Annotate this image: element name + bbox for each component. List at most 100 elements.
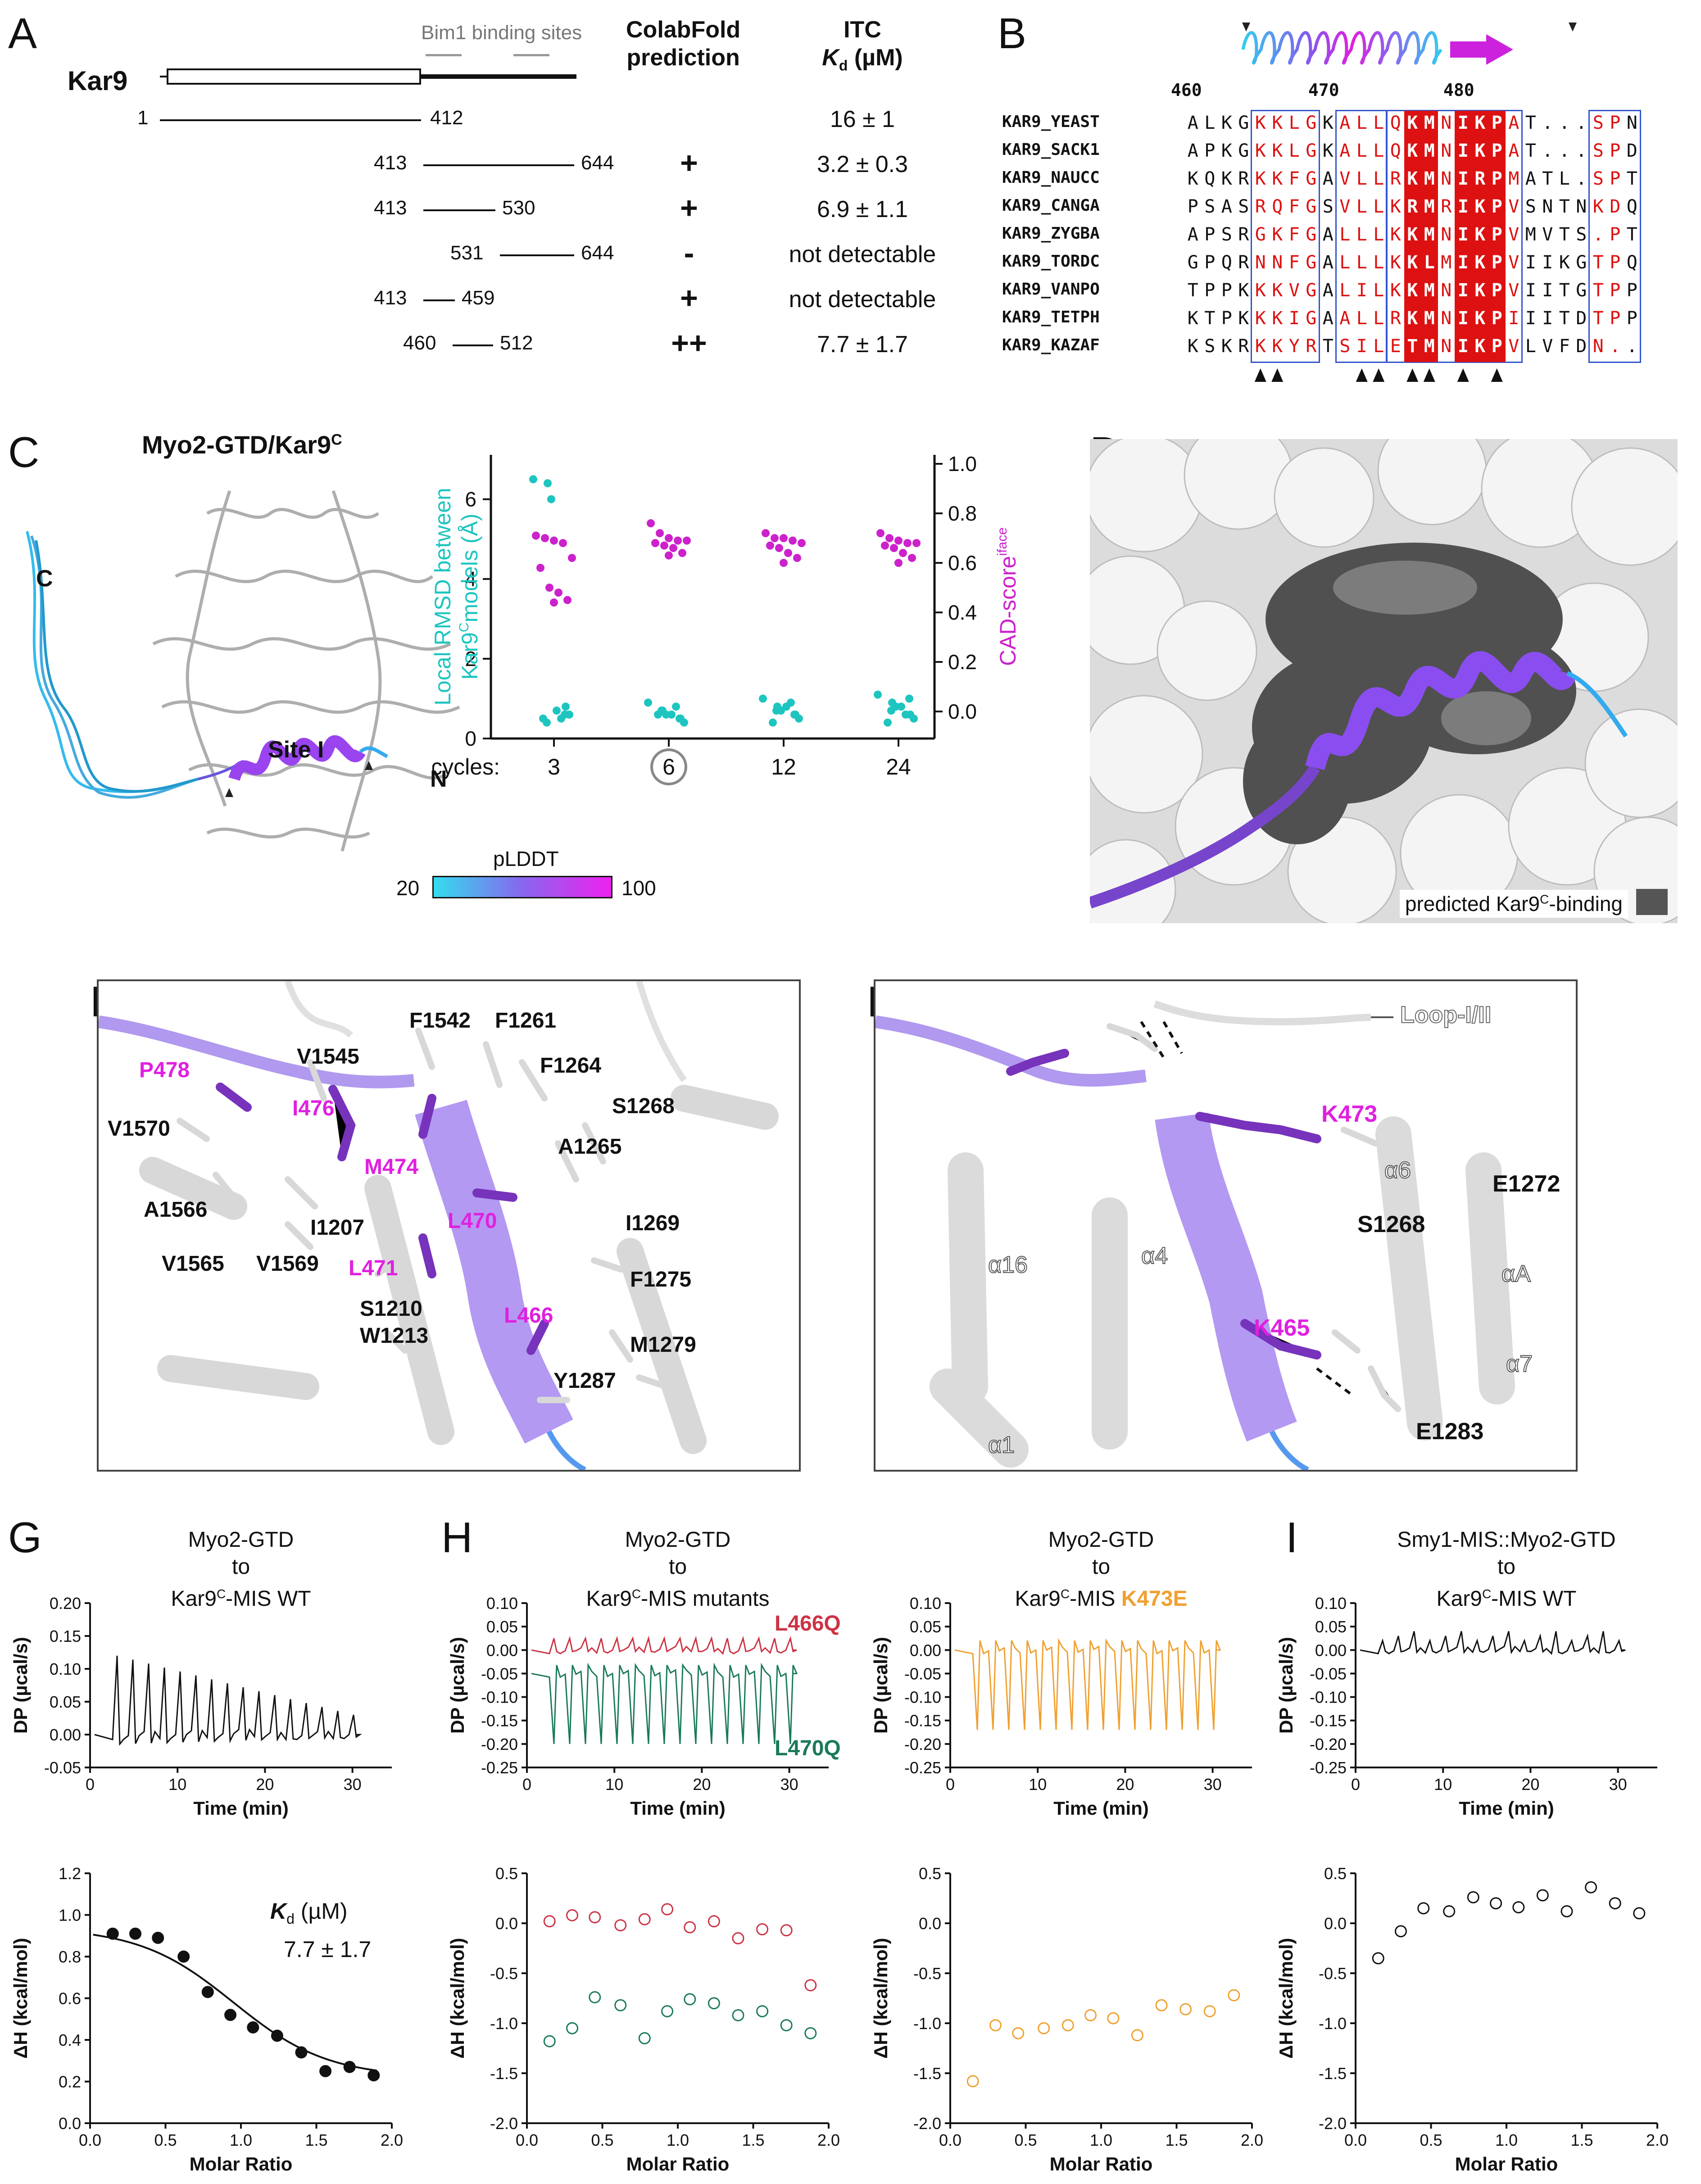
residue: I: [1457, 252, 1469, 273]
recycles-chart: 02460.00.20.40.60.81.0361224Recycles:Loc…: [432, 452, 1021, 785]
itc-kd-value: 7.7 ± 1.7: [816, 331, 908, 358]
isotherm-point: [1490, 1897, 1502, 1910]
itc_G-dh-x-tick-label: 0.0: [79, 2131, 101, 2149]
residue: K: [1407, 113, 1418, 133]
rmsd-point: [667, 710, 676, 719]
residue: V: [1542, 336, 1553, 357]
myo2-residue-label: S1268: [1357, 1211, 1425, 1237]
e-kar9-tail: [546, 1430, 586, 1470]
residue: M: [1424, 140, 1435, 161]
residue: S: [1221, 224, 1232, 245]
series-label-l466q: L466Q: [775, 1612, 841, 1636]
residue: I: [1457, 336, 1469, 357]
itc_G-dh-x-tick-label: 2.0: [381, 2131, 403, 2149]
cad-point: [536, 564, 544, 572]
ss-marker-left: [1242, 23, 1250, 32]
c-right-title-sup: iface: [995, 527, 1010, 556]
residue: K: [1474, 140, 1486, 161]
residue: P: [1610, 252, 1621, 273]
residue: A: [1221, 196, 1232, 217]
construct-start: 1: [137, 107, 149, 129]
residue: R: [1238, 252, 1249, 273]
residue: N: [1255, 252, 1266, 273]
rmsd-point: [790, 710, 798, 719]
cad-point: [894, 559, 903, 567]
residue: N: [1441, 280, 1452, 301]
thermogram-i: [1360, 1631, 1626, 1655]
residue: Q: [1221, 252, 1232, 273]
itc_H2-dp-y-title-group: DP (µcal/s): [870, 1637, 891, 1734]
residue: S: [1525, 196, 1536, 217]
conserved-marker: [1423, 368, 1435, 382]
kar9-label: Kar9: [68, 66, 128, 96]
itc_G-dp-x-tick-label: 10: [168, 1775, 186, 1794]
itc_H1-dp-y-title: DP (µcal/s): [447, 1637, 468, 1734]
rmsd-point: [905, 694, 913, 703]
cad-point: [568, 554, 576, 562]
isotherm-point-L470Q: [638, 2032, 651, 2044]
residue: P: [1187, 196, 1198, 217]
rmsd-point: [769, 718, 777, 727]
f-myo2-sidechains: [1107, 1023, 1401, 1412]
itc_H1-dp-x-tick-label: 30: [780, 1775, 798, 1794]
residue: K: [1474, 196, 1486, 217]
residue: .: [1542, 140, 1553, 161]
loop-label: Loop-I/II: [1400, 1001, 1492, 1029]
itc-kd-value: 16 ± 1: [830, 106, 895, 132]
residue: R: [1255, 196, 1266, 217]
helix-label: α16: [988, 1251, 1028, 1278]
residue: A: [1339, 308, 1351, 329]
isotherm-point-L470Q: [614, 1999, 627, 2012]
itc_I-dp-y-tick-label: -0.05: [1310, 1664, 1347, 1683]
surface-render: [1090, 439, 1678, 923]
conserved-marker: [1406, 368, 1419, 382]
myo2-residue-label: F1264: [540, 1054, 602, 1078]
cad-point: [912, 539, 921, 547]
residue: A: [1339, 113, 1351, 133]
panel-label-c: C: [8, 428, 40, 476]
bim1-site-2: [513, 54, 549, 56]
itc_I-dp-y-title-group: DP (µcal/s): [1275, 1637, 1297, 1734]
itc_I-dh-x-tick-label: 1.5: [1570, 2131, 1593, 2149]
panel-f-structure: [875, 1000, 1515, 1470]
itc-header-line1: ITC: [844, 17, 881, 43]
rmsd-point: [772, 707, 780, 715]
itc-header: ITC Kd (µM): [808, 16, 916, 79]
isotherm-point-K473E: [1179, 2003, 1192, 2016]
residue: G: [1306, 224, 1317, 245]
itc_G-dp-x-title: Time (min): [193, 1798, 289, 1819]
panel-label-i: I: [1286, 1513, 1298, 1562]
itc_I-dp-y-tick-label: -0.10: [1310, 1688, 1347, 1707]
itc_H1-dh-x-tick-label: 1.0: [667, 2131, 689, 2149]
residue: A: [1187, 224, 1198, 245]
residue: F: [1559, 336, 1570, 357]
bim1-label: Bim1 binding sites: [421, 22, 582, 44]
rmsd-point: [897, 702, 905, 711]
kar9-residue-label: K465: [1254, 1315, 1310, 1341]
rmsd-point: [543, 718, 551, 727]
rmsd-point: [676, 714, 684, 723]
residue: P: [1204, 280, 1216, 301]
itc_G-dh-x-title: Molar Ratio: [190, 2153, 293, 2175]
c-right-tick-label: 0.2: [948, 650, 977, 674]
itc_G-dh-x-tick-label: 1.5: [305, 2131, 327, 2149]
conserved-column: [1421, 111, 1438, 362]
cad-point: [784, 549, 792, 557]
itc_I-title-tail: -MIS WT: [1491, 1587, 1577, 1611]
residue: L: [1356, 113, 1367, 133]
conserved-column: [1488, 111, 1506, 362]
residue: I: [1525, 308, 1536, 329]
itc_H2-dp-x-tick-label: 30: [1204, 1775, 1222, 1794]
residue: S: [1204, 336, 1216, 357]
surface-shading: [1333, 561, 1531, 745]
residue: G: [1576, 252, 1587, 273]
myo2-residue-label: F1542: [409, 1009, 471, 1033]
residue: P: [1204, 252, 1216, 273]
residue: K: [1322, 113, 1334, 133]
residue: N: [1576, 196, 1587, 217]
surface-blobs: [1090, 439, 1678, 923]
residue: G: [1306, 168, 1317, 189]
residue: V: [1288, 280, 1300, 301]
residue: A: [1322, 280, 1334, 301]
